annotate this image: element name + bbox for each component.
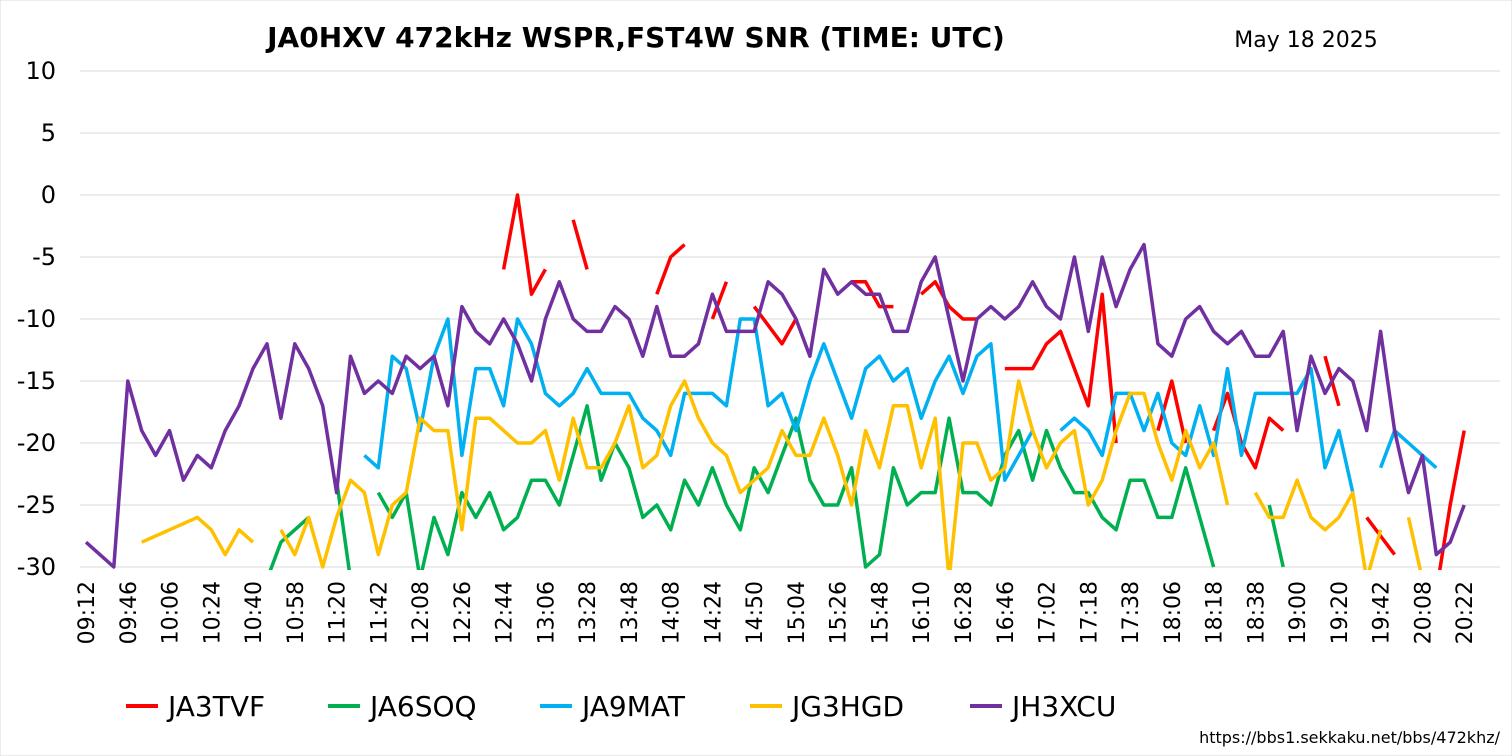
- legend-label: JA3TVF: [166, 690, 265, 723]
- x-tick-label: 16:46: [994, 581, 1019, 644]
- x-tick-label: 18:06: [1161, 581, 1186, 644]
- x-tick-label: 19:42: [1370, 581, 1395, 644]
- x-tick-label: 17:18: [1077, 581, 1102, 644]
- x-tick-label: 09:12: [75, 581, 100, 644]
- y-axis-ticks: 10 5 0 -5 -10 -15 -20 -25 -30: [17, 57, 56, 581]
- x-tick-label: 14:08: [660, 581, 685, 644]
- y-tick-label: -5: [32, 243, 56, 271]
- y-tick-label: -15: [17, 367, 56, 395]
- legend-item-jh3xcu: JH3XCU: [970, 690, 1116, 723]
- y-tick-label: 10: [25, 57, 56, 85]
- x-tick-label: 19:00: [1286, 581, 1311, 644]
- x-tick-label: 14:50: [743, 581, 768, 644]
- series-line-ja6soq: [268, 404, 1285, 570]
- y-tick-label: 0: [41, 181, 56, 209]
- x-tick-label: 16:28: [952, 581, 977, 644]
- legend-item-ja9mat: JA9MAT: [540, 690, 686, 723]
- x-tick-label: 17:02: [1036, 581, 1061, 644]
- x-tick-label: 12:08: [409, 581, 434, 644]
- x-tick-label: 09:46: [117, 581, 142, 644]
- legend-item-ja6soq: JA6SOQ: [328, 690, 477, 723]
- series-ja6soq: [268, 404, 1285, 570]
- series-jg3hgd: [140, 379, 1423, 570]
- legend: JA3TVF JA6SOQ JA9MAT JG3HGD JH3XCU: [126, 690, 1116, 723]
- source-url: https://bbs1.sekkaku.net/bbs/472khz/: [1199, 728, 1501, 747]
- x-tick-label: 16:10: [910, 581, 935, 644]
- x-tick-label: 10:06: [159, 581, 184, 644]
- x-tick-label: 19:20: [1328, 581, 1353, 644]
- x-tick-label: 12:26: [451, 581, 476, 644]
- legend-item-ja3tvf: JA3TVF: [126, 690, 265, 723]
- x-tick-label: 12:44: [493, 581, 518, 644]
- x-tick-label: 14:24: [701, 581, 726, 644]
- x-tick-label: 15:26: [827, 581, 852, 644]
- x-tick-label: 10:58: [284, 581, 309, 644]
- y-tick-label: -30: [17, 553, 56, 581]
- x-tick-label: 13:48: [618, 581, 643, 644]
- series-line-ja9mat: [363, 317, 1438, 493]
- x-tick-label: 15:48: [868, 581, 893, 644]
- x-tick-label: 11:20: [326, 581, 351, 644]
- y-tick-label: -20: [17, 429, 56, 457]
- chart-date: May 18 2025: [1234, 28, 1377, 53]
- x-tick-label: 13:06: [534, 581, 559, 644]
- series-line-jh3xcu: [84, 242, 1466, 569]
- y-tick-label: -25: [17, 491, 56, 519]
- legend-label: JG3HGD: [790, 690, 904, 723]
- x-tick-label: 11:42: [367, 581, 392, 644]
- legend-label: JH3XCU: [1010, 690, 1116, 723]
- series-line-jg3hgd: [140, 379, 1423, 570]
- x-axis-ticks: 09:12 09:46 10:06 10:24 10:40 10:58 11:20 11:42…: [75, 581, 1478, 644]
- legend-label: JA6SOQ: [368, 690, 477, 723]
- legend-label: JA9MAT: [580, 690, 686, 723]
- x-tick-label: 15:04: [785, 581, 810, 644]
- x-tick-label: 10:24: [200, 581, 225, 644]
- x-tick-label: 13:28: [576, 581, 601, 644]
- x-tick-label: 20:08: [1411, 581, 1436, 644]
- y-tick-label: 5: [41, 119, 56, 147]
- legend-item-jg3hgd: JG3HGD: [750, 690, 904, 723]
- x-tick-label: 18:38: [1244, 581, 1269, 644]
- x-tick-label: 17:38: [1119, 581, 1144, 644]
- x-tick-label: 20:22: [1453, 581, 1478, 644]
- x-tick-label: 10:40: [242, 581, 267, 644]
- y-tick-label: -10: [17, 305, 56, 333]
- x-tick-label: 18:18: [1203, 581, 1228, 644]
- series-ja9mat: [363, 317, 1438, 493]
- series-jh3xcu: [84, 242, 1466, 569]
- chart-title: JA0HXV 472kHz WSPR,FST4W SNR (TIME: UTC): [265, 21, 1005, 54]
- series-lines: [84, 193, 1466, 570]
